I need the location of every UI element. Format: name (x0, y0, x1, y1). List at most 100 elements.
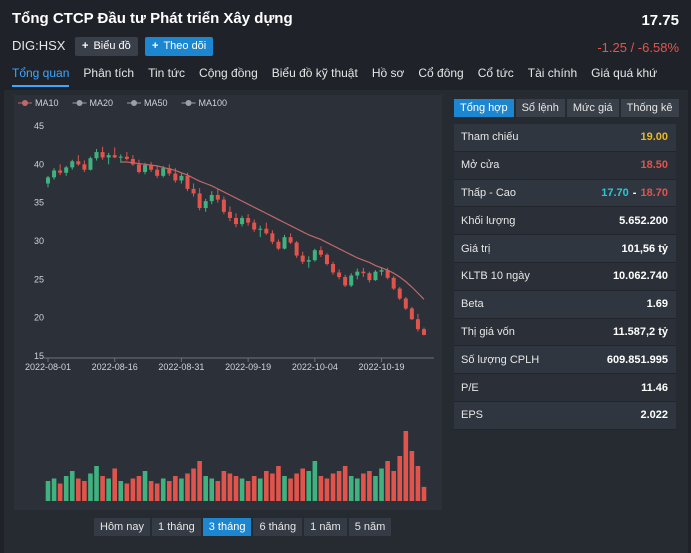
range-button[interactable]: 5 năm (348, 518, 392, 536)
candle-body (179, 175, 184, 181)
candle-body (355, 271, 360, 276)
range-button[interactable]: 6 tháng (253, 518, 303, 536)
volume-bar (397, 456, 403, 501)
volume-bar (409, 451, 415, 501)
range-button[interactable]: 1 năm (304, 518, 347, 536)
separator: - (632, 186, 637, 199)
stats-label: KLTB 10 ngày (461, 270, 530, 283)
volume-bar (276, 466, 281, 501)
tab[interactable]: Cổ tức (477, 66, 514, 80)
candle-body (318, 250, 323, 255)
candle-body (276, 241, 281, 249)
volume-bar (312, 461, 318, 501)
stats-tab[interactable]: Sổ lệnh (515, 99, 565, 117)
candle-body (415, 319, 420, 330)
tab[interactable]: Tài chính (527, 66, 578, 80)
tab[interactable]: Biểu đồ kỹ thuật (271, 66, 358, 80)
x-tick-label: 2022-08-31 (158, 362, 204, 372)
candle-body (246, 218, 251, 223)
stats-tab[interactable]: Mức giá (566, 99, 619, 117)
x-tick-label: 2022-10-19 (359, 362, 405, 372)
price-change: -1.25 / -6.58% (597, 40, 679, 55)
tab[interactable]: Phân tích (83, 66, 135, 80)
tab[interactable]: Tổng quan (12, 66, 70, 87)
tab-bar: Tổng quan Phân tích Tin tức Cộng đồng Biểu đ… (12, 66, 657, 87)
stats-value: 609.851.995 (607, 354, 668, 366)
tab[interactable]: Hồ sơ (371, 66, 405, 80)
candle-body (94, 152, 99, 159)
tab[interactable]: Giá quá khứ (591, 66, 658, 80)
value: 2.022 (640, 409, 668, 422)
candle-body (161, 168, 166, 176)
tab[interactable]: Cổ đông (418, 66, 464, 80)
candle-body (373, 271, 378, 281)
candle-body (124, 156, 129, 159)
candle-body (234, 218, 238, 225)
candle-body (167, 168, 172, 174)
stats-row: Khối lượng 5.652.200 (454, 207, 676, 236)
y-tick-label: 20 (34, 313, 44, 323)
ticker: DIG:HSX (12, 38, 66, 53)
candle-body (422, 329, 426, 335)
volume-bar (239, 478, 245, 501)
range-button[interactable]: 1 tháng (152, 518, 201, 536)
candle-body (118, 156, 123, 158)
volume-bar (136, 476, 142, 501)
value: 609.851.995 (606, 353, 668, 366)
candle-body (52, 170, 57, 178)
volume-bar (373, 476, 378, 501)
stats-tab[interactable]: Tổng hợp (454, 99, 514, 117)
stats-value: 19.00 (640, 131, 668, 143)
y-tick-label: 15 (34, 351, 44, 361)
volume-bar (306, 471, 312, 501)
volume-bar (367, 471, 372, 501)
candle-body (70, 161, 75, 168)
candle-body (294, 242, 299, 256)
candle-body (82, 164, 87, 170)
volume-bar (221, 471, 227, 501)
stats-label: Khối lượng (461, 214, 516, 227)
volume-bar (288, 478, 293, 501)
volume-bar (264, 471, 269, 501)
stats-value: 2.022 (640, 409, 668, 421)
legend-dot[interactable] (22, 100, 28, 106)
legend-dot[interactable] (131, 100, 138, 106)
stats-label: Giá trị (461, 242, 491, 255)
legend-dot[interactable] (185, 100, 192, 106)
follow-button[interactable]: Theo dõi (145, 37, 214, 56)
candle-body (197, 193, 202, 209)
volume-bar (203, 476, 208, 501)
range-button[interactable]: 3 tháng (202, 518, 252, 536)
tab[interactable]: Cộng đồng (199, 66, 258, 80)
stats-value: 11.587,2 tỷ (613, 326, 668, 338)
volume-bar (300, 468, 306, 501)
stats-row: Tham chiếu 19.00 (454, 124, 676, 152)
stats-label: Thấp - Cao (461, 186, 517, 199)
stats-row: Giá trị 101,56 tỷ (454, 235, 676, 263)
value: 11.46 (641, 381, 668, 394)
stats-tab[interactable]: Thống kê (620, 99, 679, 117)
candle-body (76, 161, 81, 165)
stats-value: 1.69 (647, 298, 668, 310)
candle-body (252, 222, 257, 230)
y-tick-label: 35 (34, 198, 44, 208)
candle-body (367, 273, 372, 281)
value: 18.50 (640, 159, 668, 172)
volume-bar (63, 476, 69, 501)
x-tick-label: 2022-10-04 (292, 362, 338, 372)
volume-bar (336, 471, 342, 501)
candle-body (343, 277, 348, 286)
volume-bar (88, 473, 93, 501)
volume-bar (45, 481, 51, 501)
legend-dot[interactable] (76, 100, 83, 106)
volume-bar (348, 476, 354, 501)
tab[interactable]: Tin tức (148, 66, 186, 80)
volume-bar (160, 478, 166, 501)
candle-body (58, 170, 63, 173)
chart-button[interactable]: Biểu đồ (75, 37, 138, 56)
stats-value: 10.062.740 (613, 270, 668, 282)
volume-bar (324, 478, 330, 501)
stats-row: P/E 11.46 (454, 374, 676, 402)
volume-bar (197, 461, 202, 501)
range-button[interactable]: Hôm nay (94, 518, 151, 536)
